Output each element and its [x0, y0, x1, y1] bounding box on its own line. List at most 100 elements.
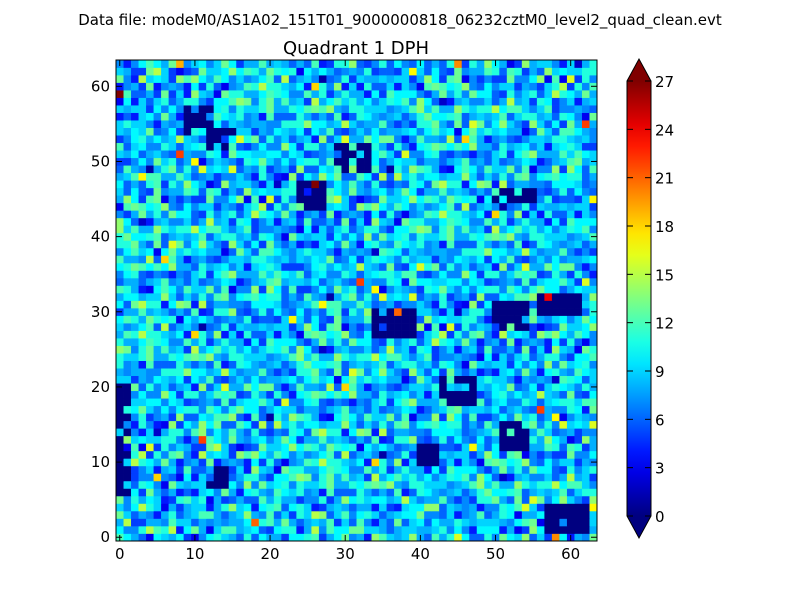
heatmap-cell: [318, 142, 327, 151]
heatmap-cell: [364, 135, 372, 144]
heatmap-cell: [581, 398, 590, 407]
heatmap-cell: [348, 75, 357, 83]
heatmap-cell: [191, 157, 200, 166]
heatmap-cell: [296, 225, 305, 234]
heatmap-cell: [318, 308, 327, 316]
heatmap-cell: [589, 240, 598, 249]
heatmap-cell: [206, 262, 215, 271]
heatmap-cell: [176, 202, 184, 211]
heatmap-cell: [326, 398, 335, 407]
heatmap-cell: [566, 75, 575, 83]
heatmap-cell: [356, 262, 365, 271]
heatmap-cell: [364, 428, 372, 437]
heatmap-cell: [258, 255, 267, 264]
heatmap-cell: [386, 150, 395, 159]
heatmap-cell: [394, 353, 402, 361]
heatmap-cell: [529, 232, 538, 241]
heatmap-cell: [476, 420, 485, 429]
heatmap-cell: [348, 247, 357, 256]
heatmap-cell: [581, 308, 590, 316]
heatmap-cell: [371, 443, 380, 452]
heatmap-cell: [529, 503, 538, 512]
heatmap-cell: [364, 97, 372, 106]
heatmap-cell: [183, 75, 192, 83]
heatmap-cell: [574, 180, 583, 189]
heatmap-cell: [251, 398, 260, 407]
heatmap-cell: [461, 450, 470, 459]
heatmap-cell: [544, 135, 553, 144]
heatmap-cell: [153, 75, 162, 83]
heatmap-cell: [544, 495, 553, 504]
heatmap-cell: [431, 428, 440, 437]
heatmap-cell: [303, 112, 312, 121]
heatmap-cell: [266, 353, 275, 361]
heatmap-cell: [138, 420, 147, 429]
heatmap-cell: [146, 443, 154, 452]
heatmap-cell: [484, 443, 493, 452]
heatmap-cell: [198, 157, 207, 166]
heatmap-cell: [491, 323, 500, 331]
heatmap-cell: [221, 157, 230, 166]
heatmap-cell: [266, 127, 275, 136]
heatmap-cell: [168, 127, 177, 136]
heatmap-cell: [506, 330, 515, 339]
heatmap-cell: [206, 67, 215, 76]
heatmap-cell: [536, 330, 545, 339]
heatmap-cell: [153, 368, 162, 377]
heatmap-cell: [138, 525, 147, 534]
heatmap-cell: [341, 150, 350, 159]
heatmap-cell: [221, 172, 230, 181]
heatmap-cell: [536, 465, 545, 474]
heatmap-cell: [273, 262, 282, 271]
heatmap-cell: [371, 135, 380, 144]
heatmap-cell: [454, 368, 463, 377]
heatmap-cell: [191, 383, 200, 392]
heatmap-cell: [566, 390, 575, 399]
heatmap-cell: [333, 308, 342, 316]
heatmap-cell: [424, 383, 433, 392]
heatmap-cell: [296, 285, 305, 294]
heatmap-cell: [138, 180, 147, 189]
heatmap-cell: [281, 225, 290, 234]
heatmap-cell: [258, 187, 267, 196]
heatmap-cell: [258, 277, 267, 286]
heatmap-cell: [311, 533, 320, 542]
heatmap-cell: [243, 360, 252, 369]
heatmap-cell: [506, 270, 515, 279]
heatmap-cell: [176, 323, 184, 331]
heatmap-cell: [296, 353, 305, 361]
heatmap-cell: [123, 458, 132, 467]
heatmap-cell: [409, 60, 417, 68]
heatmap-cell: [386, 240, 395, 249]
heatmap-cell: [243, 187, 252, 196]
heatmap-cell: [476, 353, 485, 361]
heatmap-cell: [446, 90, 455, 98]
heatmap-cell: [236, 533, 245, 542]
heatmap-cell: [544, 165, 553, 174]
heatmap-cell: [521, 150, 530, 159]
heatmap-cell: [589, 292, 598, 301]
heatmap-cell: [168, 135, 177, 144]
heatmap-cell: [424, 495, 433, 504]
heatmap-cell: [236, 420, 245, 429]
heatmap-cell: [589, 285, 598, 294]
heatmap-cell: [266, 360, 275, 369]
heatmap-cell: [161, 97, 169, 106]
heatmap-cell: [581, 120, 590, 128]
heatmap-cell: [446, 292, 455, 301]
heatmap-cell: [416, 157, 425, 166]
heatmap-cell: [589, 450, 598, 459]
heatmap-cell: [228, 525, 237, 534]
heatmap-cell: [394, 187, 402, 196]
heatmap-cell: [138, 195, 147, 204]
heatmap-cell: [161, 262, 169, 271]
heatmap-cell: [454, 232, 463, 241]
heatmap-cell: [529, 67, 538, 76]
heatmap-cell: [303, 473, 312, 482]
heatmap-cell: [176, 255, 184, 264]
heatmap-cell: [131, 428, 139, 437]
heatmap-cell: [348, 202, 357, 211]
heatmap-cell: [454, 510, 463, 519]
heatmap-cell: [123, 142, 132, 151]
heatmap-cell: [168, 435, 177, 444]
